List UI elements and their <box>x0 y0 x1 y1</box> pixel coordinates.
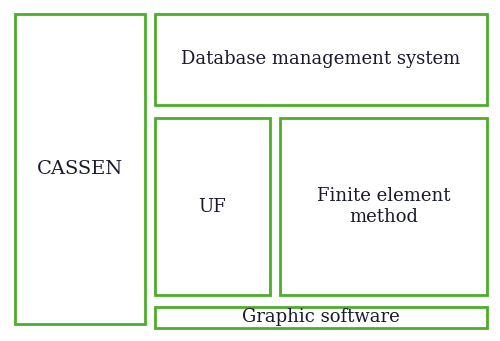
Text: Finite element
method: Finite element method <box>317 187 450 226</box>
Bar <box>155 307 487 328</box>
Bar <box>155 14 487 105</box>
Text: Database management system: Database management system <box>182 50 460 69</box>
Bar <box>155 118 270 295</box>
Text: UF: UF <box>198 197 226 216</box>
Text: CASSEN: CASSEN <box>37 160 123 178</box>
Text: Graphic software: Graphic software <box>242 309 400 326</box>
Bar <box>15 14 145 324</box>
Bar <box>280 118 487 295</box>
